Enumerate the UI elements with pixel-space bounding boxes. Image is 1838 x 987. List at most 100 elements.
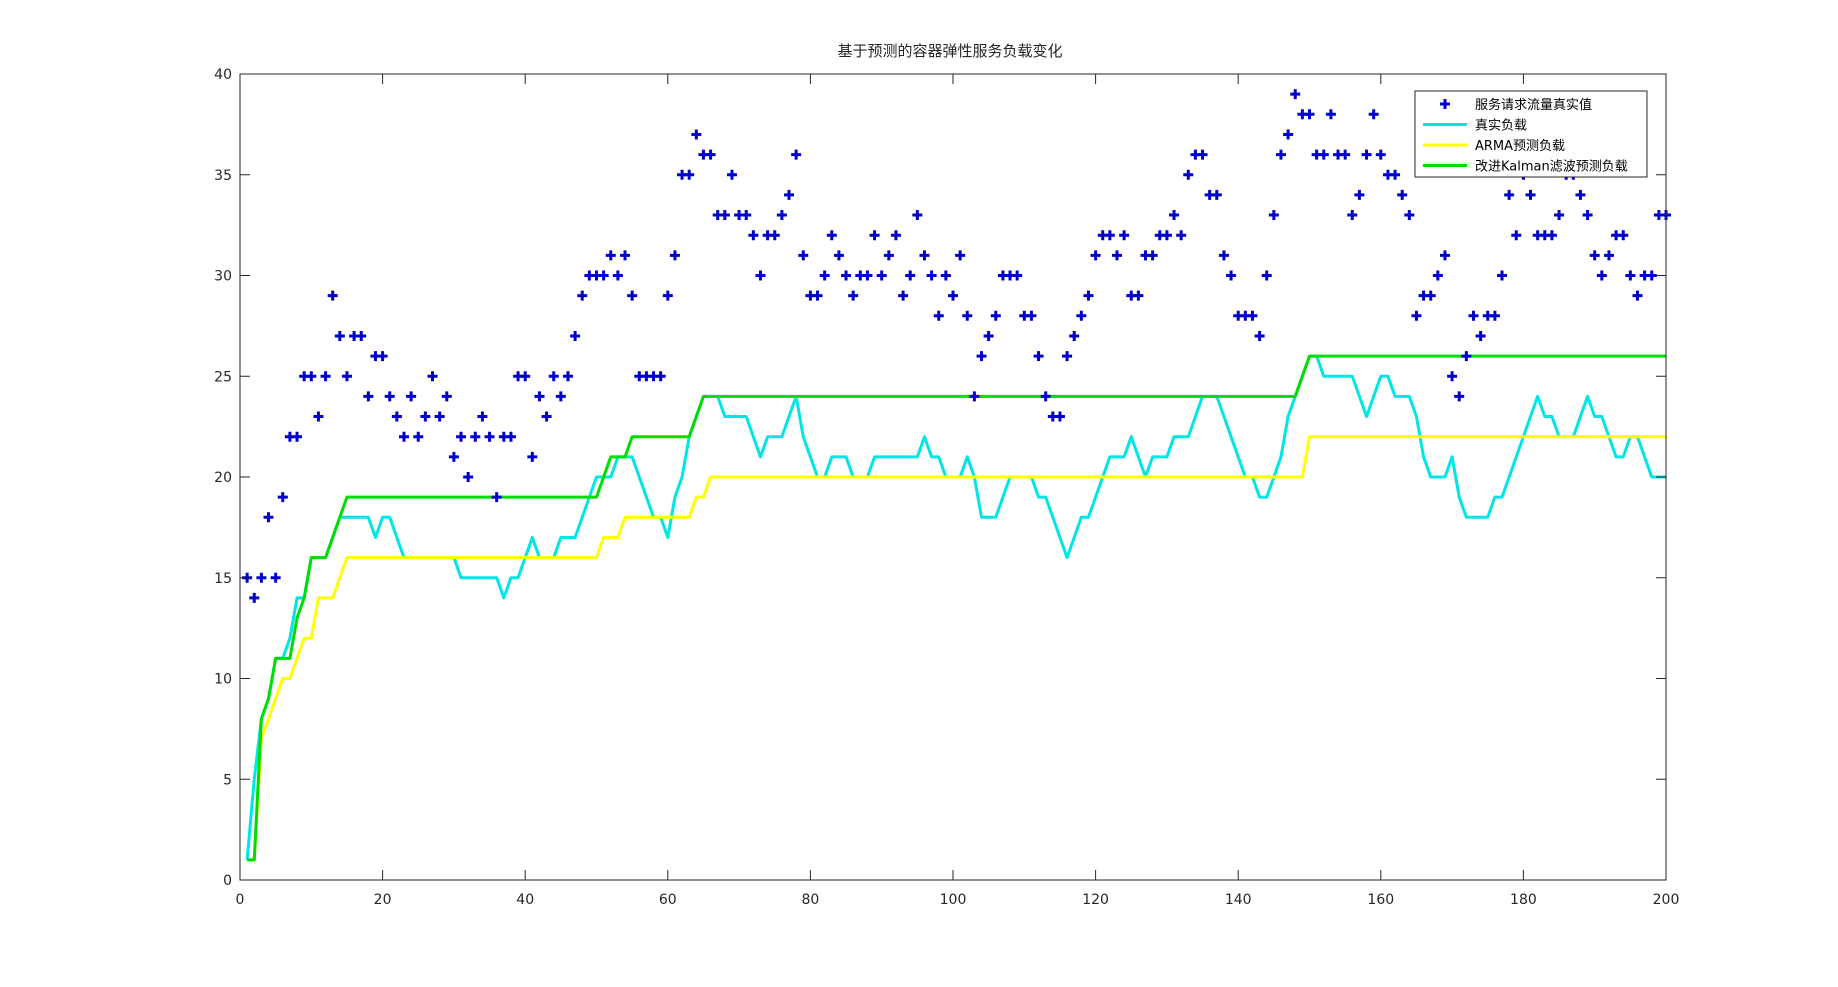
- data-point: [1290, 89, 1301, 100]
- data-point: [669, 250, 680, 261]
- data-point: [1411, 310, 1422, 321]
- data-point: [1069, 330, 1080, 341]
- data-point: [427, 371, 438, 382]
- data-point: [1497, 270, 1508, 281]
- data-point: [313, 411, 324, 422]
- data-point: [1468, 310, 1479, 321]
- data-point: [1033, 351, 1044, 362]
- y-tick-label: 30: [214, 269, 232, 285]
- data-point: [448, 451, 459, 462]
- data-point: [898, 290, 909, 301]
- y-tick-label: 35: [214, 168, 232, 184]
- data-point: [1062, 351, 1073, 362]
- data-point: [1603, 250, 1614, 261]
- data-point: [1596, 270, 1607, 281]
- data-point: [1111, 250, 1122, 261]
- x-tick-label: 100: [940, 892, 967, 908]
- data-point: [1454, 391, 1465, 402]
- data-point: [1254, 330, 1265, 341]
- legend-label: 真实负载: [1475, 119, 1527, 134]
- data-point: [570, 330, 581, 341]
- data-point: [1375, 149, 1386, 160]
- data-point: [1169, 210, 1180, 221]
- data-point: [784, 189, 795, 200]
- data-point: [470, 431, 481, 442]
- data-point: [534, 391, 545, 402]
- x-tick-label: 60: [659, 892, 677, 908]
- data-point: [320, 371, 331, 382]
- data-point: [341, 371, 352, 382]
- data-point: [441, 391, 452, 402]
- data-point: [990, 310, 1001, 321]
- data-point: [1340, 149, 1351, 160]
- data-point: [826, 230, 837, 241]
- y-tick-label: 20: [214, 470, 232, 486]
- data-point: [1632, 290, 1643, 301]
- data-point: [1318, 149, 1329, 160]
- data-point: [1546, 230, 1557, 241]
- data-point: [798, 250, 809, 261]
- x-tick-label: 200: [1653, 892, 1680, 908]
- data-point: [812, 290, 823, 301]
- data-point: [1133, 290, 1144, 301]
- data-point: [1461, 351, 1472, 362]
- data-point: [912, 210, 923, 221]
- data-point: [1432, 270, 1443, 281]
- data-point: [263, 512, 274, 523]
- data-point: [1554, 210, 1565, 221]
- data-point: [612, 270, 623, 281]
- data-point: [1447, 371, 1458, 382]
- data-point: [384, 391, 395, 402]
- data-point: [334, 330, 345, 341]
- data-point: [1439, 250, 1450, 261]
- series-layer: [242, 89, 1671, 862]
- series-line-4: [247, 354, 1666, 862]
- data-point: [477, 411, 488, 422]
- data-point: [605, 250, 616, 261]
- data-point: [555, 391, 566, 402]
- x-tick-label: 80: [801, 892, 819, 908]
- data-point: [1589, 250, 1600, 261]
- data-point: [1347, 210, 1358, 221]
- data-point: [1354, 189, 1365, 200]
- chart-title: 基于预测的容器弹性服务负载变化: [837, 42, 1062, 60]
- data-point: [249, 592, 260, 603]
- data-point: [270, 572, 281, 583]
- data-point: [1361, 149, 1372, 160]
- y-tick-label: 5: [223, 772, 232, 788]
- data-point: [1268, 210, 1279, 221]
- data-point: [741, 210, 752, 221]
- data-point: [769, 230, 780, 241]
- legend-box: [1414, 90, 1648, 178]
- data-point: [484, 431, 495, 442]
- data-point: [1090, 250, 1101, 261]
- data-point: [869, 230, 880, 241]
- data-point: [1575, 189, 1586, 200]
- data-point: [1304, 109, 1315, 120]
- data-point: [1618, 230, 1629, 241]
- data-point: [955, 250, 966, 261]
- data-point: [1397, 189, 1408, 200]
- data-point: [948, 290, 958, 301]
- data-point: [940, 270, 951, 281]
- data-point: [527, 451, 538, 462]
- data-point: [391, 411, 402, 422]
- data-point: [1325, 109, 1336, 120]
- data-point: [1504, 189, 1515, 200]
- data-point: [969, 391, 980, 402]
- data-point: [1582, 210, 1593, 221]
- data-point: [456, 431, 467, 442]
- data-point: [398, 431, 409, 442]
- y-tick-label: 25: [214, 369, 232, 385]
- data-point: [1226, 270, 1237, 281]
- data-point: [598, 270, 609, 281]
- data-point: [841, 270, 852, 281]
- data-point: [377, 351, 388, 362]
- data-point: [890, 230, 901, 241]
- x-tick-label: 0: [236, 892, 245, 908]
- data-point: [862, 270, 873, 281]
- data-point: [662, 290, 673, 301]
- data-point: [627, 290, 638, 301]
- data-point: [983, 330, 994, 341]
- data-point: [356, 330, 367, 341]
